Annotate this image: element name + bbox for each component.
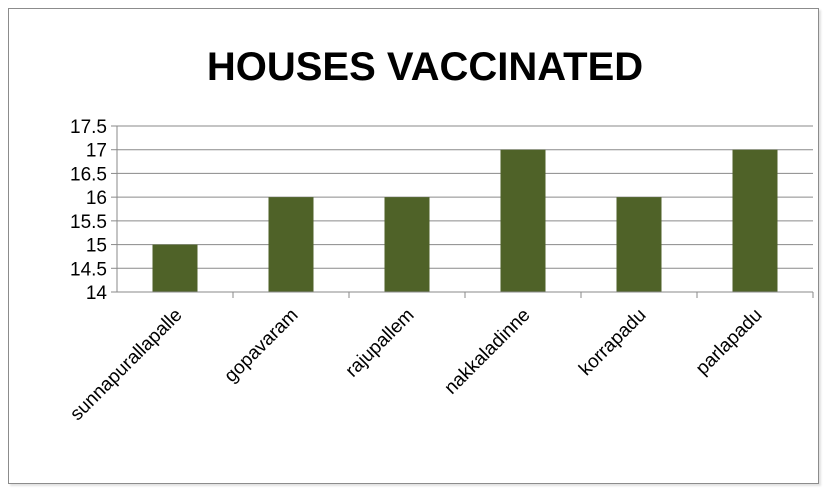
y-tick-label: 17.5: [70, 117, 107, 138]
y-tick-label: 17: [86, 141, 107, 162]
bar: [152, 244, 198, 292]
x-category-label: sunnapurallapalle: [66, 305, 186, 425]
x-category-label: nakkaladinne: [441, 305, 535, 399]
x-category-label: parlapadu: [692, 305, 767, 380]
y-tick-label: 16.5: [70, 164, 107, 185]
y-tick-label: 16: [86, 188, 107, 209]
x-category-label: korrapadu: [575, 305, 650, 380]
y-tick-label: 15: [86, 236, 107, 257]
bars: [152, 149, 778, 292]
bar: [500, 149, 546, 292]
y-axis: 14 14.515 15.5 16 16.517 17.5: [70, 117, 118, 304]
x-category-label: gopavaram: [220, 305, 302, 387]
bar: [616, 197, 662, 292]
x-axis: sunnapurallapalle gopavaram rajupallem nakk…: [66, 291, 814, 425]
bar: [384, 197, 430, 292]
bar: [268, 197, 314, 292]
y-tick-label: 14: [86, 283, 108, 304]
y-tick-label: 15.5: [70, 212, 107, 233]
x-category-label: rajupallem: [342, 305, 419, 382]
gridlines: [117, 125, 813, 293]
chart-title: HOUSES VACCINATED: [207, 45, 643, 89]
bar: [732, 149, 778, 292]
y-tick-label: 14.5: [70, 259, 107, 280]
